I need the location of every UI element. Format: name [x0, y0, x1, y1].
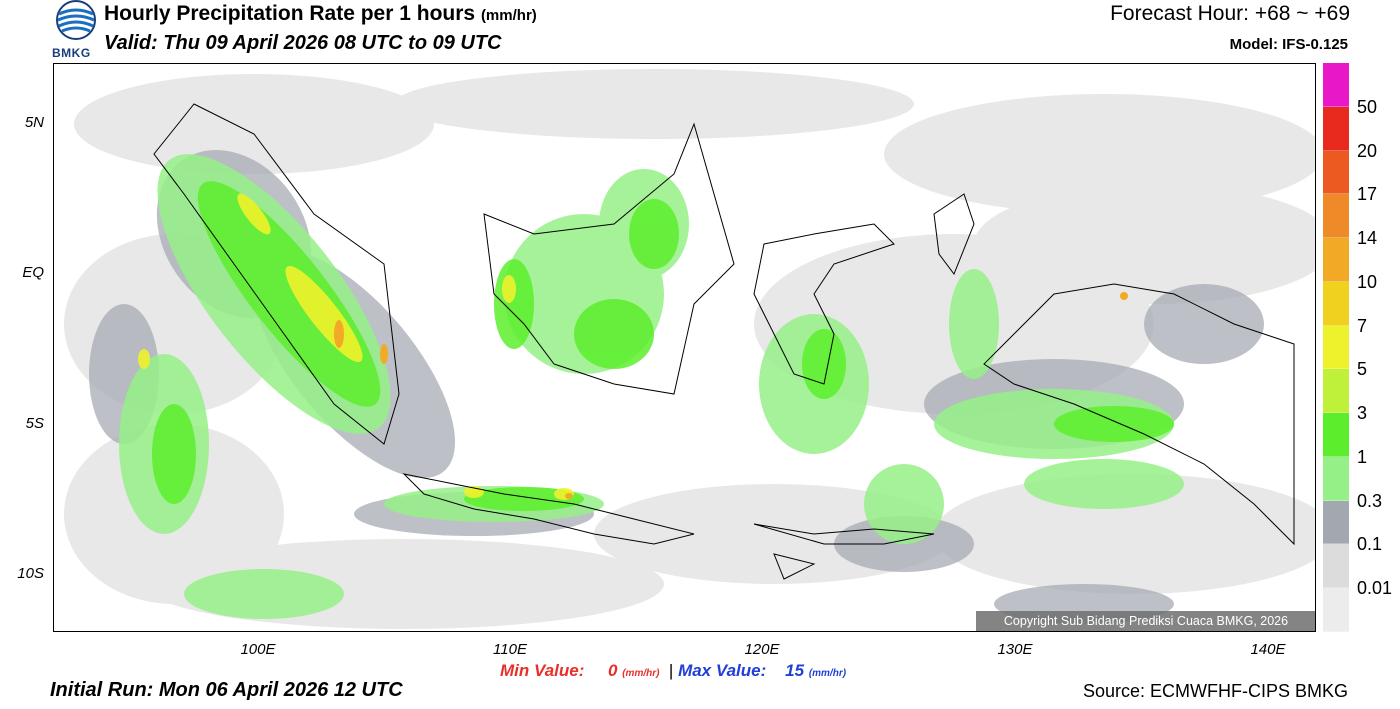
- initial-run: Initial Run: Mon 06 April 2026 12 UTC: [50, 679, 403, 701]
- colorbar-segment: [1323, 500, 1349, 545]
- lon-label-140e: 140E: [1250, 641, 1286, 658]
- lat-label-eq: EQ: [22, 264, 44, 281]
- title-unit: (mm/hr): [480, 7, 537, 24]
- colorbar-segment: [1323, 588, 1349, 632]
- colorbar-segment: [1323, 325, 1349, 370]
- max-label: Max Value:: [678, 661, 767, 680]
- title-main: Hourly Precipitation Rate per 1 hours: [104, 2, 476, 25]
- data-source: Source: ECMWFHF-CIPS BMKG: [1082, 681, 1348, 701]
- colorbar-label: 50: [1357, 96, 1378, 117]
- logo-text: BMKG: [52, 46, 91, 60]
- min-value: 0: [608, 661, 618, 680]
- colorbar-segment: [1323, 238, 1349, 282]
- colorbar-segment: [1323, 150, 1349, 195]
- lon-label-130e: 130E: [997, 641, 1033, 658]
- max-unit: (mm/hr): [808, 668, 847, 679]
- lat-label-5n: 5N: [24, 114, 44, 131]
- colorbar-segment: [1323, 106, 1349, 151]
- valid-time: Valid: Thu 09 April 2026 08 UTC to 09 UT…: [104, 32, 502, 54]
- colorbar-label: 20: [1357, 140, 1378, 161]
- colorbar-segment: [1323, 369, 1349, 414]
- colorbar-segment: [1323, 194, 1349, 239]
- lon-label-110e: 110E: [493, 641, 527, 658]
- forecast-hour: Forecast Hour: +68 ~ +69: [1110, 2, 1350, 25]
- min-label: Min Value:: [500, 661, 585, 680]
- lon-label-120e: 120E: [744, 641, 780, 658]
- min-max-values: Min Value: 0 (mm/hr) | Max Value: 15 (mm…: [500, 661, 846, 681]
- colorbar-label: 7: [1357, 315, 1368, 336]
- colorbar-label: 0.01: [1357, 578, 1393, 599]
- map-title: Hourly Precipitation Rate per 1 hours (m…: [104, 2, 537, 26]
- max-value: 15: [785, 661, 805, 680]
- colorbar-segment: [1323, 413, 1349, 457]
- lon-label-100e: 100E: [240, 641, 276, 658]
- green-precip: [152, 181, 1174, 511]
- precipitation-map: Copyright Sub Bidang Prediksi Cuaca BMKG…: [53, 63, 1316, 632]
- orange-precip: [334, 292, 1128, 499]
- lat-label-5s: 5S: [25, 415, 44, 432]
- colorbar-segment: [1323, 63, 1349, 107]
- colorbar-label: 3: [1357, 403, 1368, 424]
- colorbar-label: 5: [1357, 359, 1368, 380]
- colorbar-segment: [1323, 281, 1349, 326]
- colorbar: [1323, 63, 1349, 632]
- colorbar-label: 0.1: [1357, 534, 1383, 555]
- colorbar-label: 17: [1357, 184, 1378, 205]
- coastlines: [153, 103, 1295, 580]
- colorbar-segment: [1323, 544, 1349, 589]
- map-canvas: [64, 69, 1315, 629]
- lat-label-10s: 10S: [17, 565, 44, 582]
- separator: |: [668, 661, 674, 680]
- colorbar-label: 14: [1357, 228, 1378, 249]
- colorbar-label: 0.3: [1357, 490, 1383, 511]
- colorbar-segment: [1323, 456, 1349, 501]
- min-unit: (mm/hr): [622, 668, 660, 679]
- bmkg-logo: [56, 0, 96, 40]
- model-name: Model: IFS-0.125: [1229, 36, 1348, 53]
- copyright-notice: Copyright Sub Bidang Prediksi Cuaca BMKG…: [976, 611, 1315, 631]
- colorbar-label: 1: [1357, 446, 1368, 467]
- colorbar-label: 10: [1357, 271, 1378, 292]
